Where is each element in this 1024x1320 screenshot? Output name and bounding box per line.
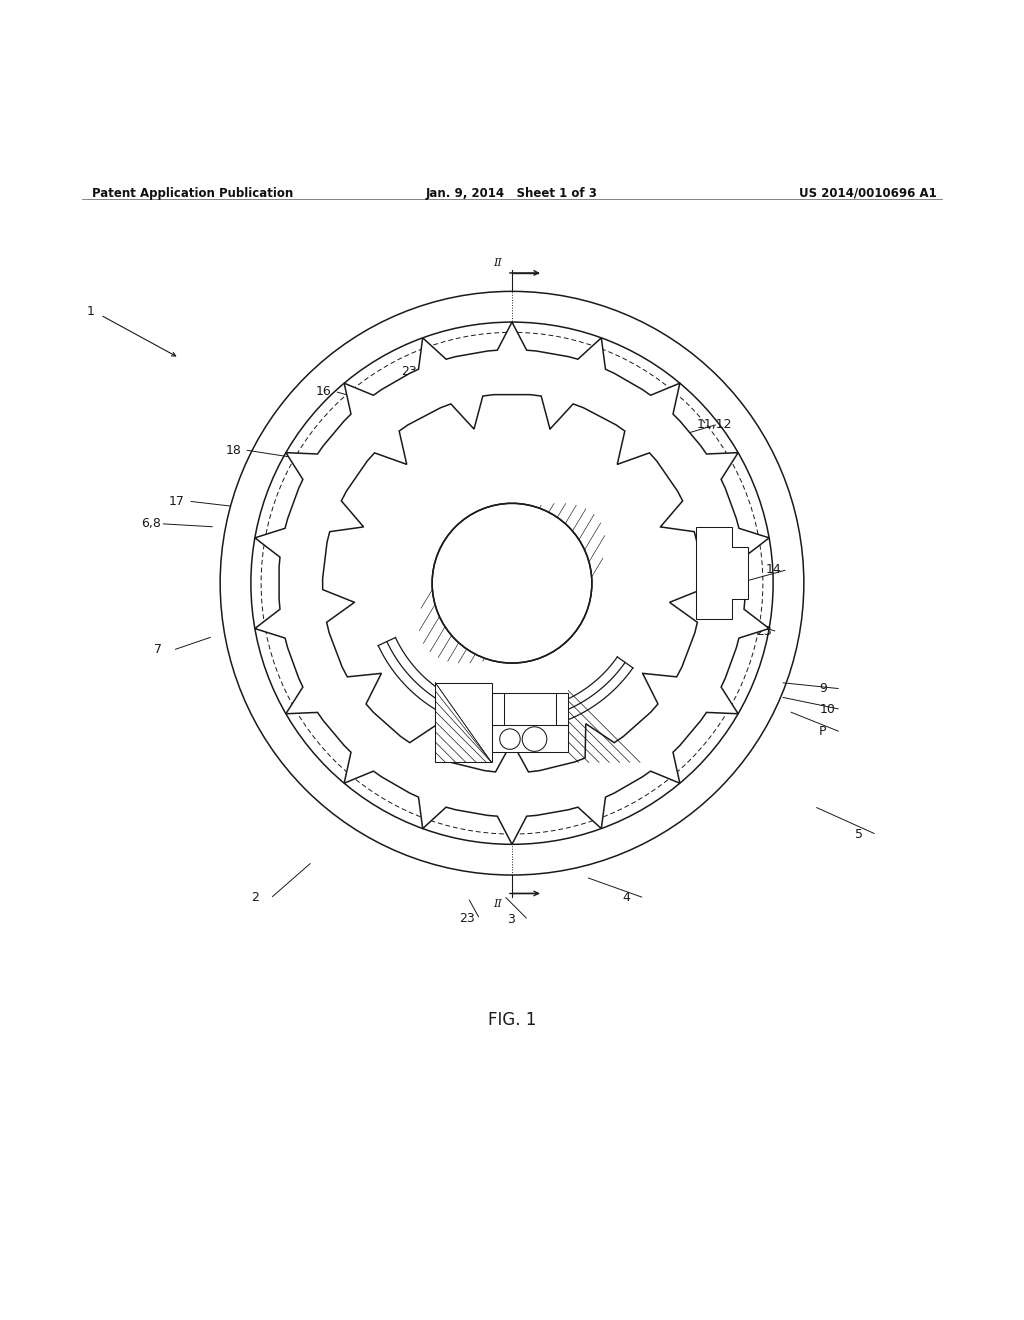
Bar [435, 682, 492, 763]
Circle shape [432, 503, 592, 663]
Polygon shape [255, 322, 769, 845]
Text: 10: 10 [819, 702, 836, 715]
Bar [492, 693, 568, 752]
Text: US 2014/0010696 A1: US 2014/0010696 A1 [799, 187, 937, 199]
Polygon shape [323, 395, 701, 772]
Text: 18: 18 [225, 444, 242, 457]
Text: 15: 15 [502, 371, 518, 384]
Text: 17: 17 [169, 495, 185, 508]
Text: 1: 1 [87, 305, 95, 318]
Circle shape [522, 727, 547, 751]
Text: 14: 14 [766, 564, 781, 577]
Text: Jan. 9, 2014   Sheet 1 of 3: Jan. 9, 2014 Sheet 1 of 3 [426, 187, 598, 199]
Polygon shape [696, 527, 748, 619]
Text: 9: 9 [819, 682, 827, 696]
Text: P: P [819, 725, 826, 738]
Text: 23: 23 [459, 912, 474, 924]
Text: 13: 13 [466, 364, 481, 378]
Text: FIG. 1: FIG. 1 [487, 1011, 537, 1030]
Text: II: II [493, 257, 502, 268]
Text: 6,8: 6,8 [141, 517, 161, 531]
Circle shape [500, 729, 520, 750]
Text: 5: 5 [855, 828, 863, 841]
Text: 16: 16 [315, 385, 331, 399]
Text: 23: 23 [428, 610, 443, 623]
Text: 11,12: 11,12 [696, 418, 732, 430]
Text: 3: 3 [507, 912, 515, 925]
Text: 4: 4 [623, 891, 631, 904]
Text: 2: 2 [251, 891, 259, 904]
Text: 23: 23 [401, 364, 417, 378]
Text: II: II [493, 899, 502, 908]
Text: 23: 23 [756, 624, 771, 638]
Text: Patent Application Publication: Patent Application Publication [92, 187, 294, 199]
Text: 7: 7 [154, 643, 162, 656]
